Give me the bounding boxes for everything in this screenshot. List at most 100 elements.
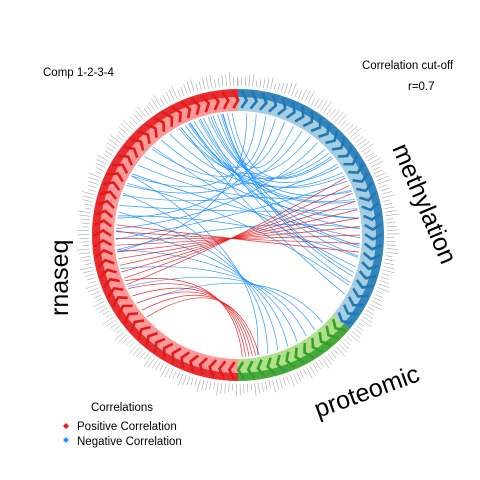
variable-tick (384, 259, 394, 261)
variable-tick (165, 91, 171, 103)
positive-link (126, 177, 346, 285)
chevron-rnaseq (123, 146, 139, 159)
variable-tick (359, 141, 370, 149)
chevron-rnaseq (208, 359, 218, 378)
variable-tick (102, 316, 114, 325)
positive-link (117, 217, 359, 253)
variable-tick (153, 95, 162, 108)
chevron-methylation (363, 242, 383, 251)
variable-tick (220, 383, 223, 395)
variable-tick (88, 172, 101, 178)
variable-tick (354, 328, 362, 335)
variable-tick (80, 266, 93, 270)
chevron-rnaseq (162, 111, 174, 127)
variable-tick (77, 248, 90, 251)
variable-tick (330, 351, 337, 359)
block-label-proteomic: proteomic (310, 360, 423, 424)
variable-tick (286, 375, 289, 383)
variable-tick (151, 360, 158, 369)
variable-tick (307, 90, 315, 104)
variable-tick (255, 80, 258, 88)
positive-link (123, 185, 350, 279)
variable-tick (261, 382, 264, 392)
variable-tick (284, 82, 289, 94)
legend-marker-negative (63, 437, 69, 443)
variable-tick (93, 301, 105, 308)
variable-tick (382, 269, 396, 274)
chevron-rnaseq (117, 154, 134, 166)
variable-tick (151, 98, 159, 110)
variable-tick (104, 154, 111, 159)
variable-tick (83, 199, 93, 203)
variable-tick (381, 273, 389, 276)
variable-tick (82, 270, 94, 274)
variable-tick (229, 72, 231, 87)
chevron-proteomic (256, 359, 266, 378)
legend-marker-positive (63, 423, 69, 429)
variable-tick (385, 255, 393, 257)
variable-tick (137, 106, 147, 118)
variable-tick (96, 163, 106, 168)
negative-link (198, 119, 359, 257)
chevron-rnaseq (94, 209, 114, 219)
variable-tick (87, 277, 96, 281)
chevron-rnaseq (123, 312, 139, 325)
variable-tick (89, 280, 97, 284)
negative-link (117, 118, 276, 219)
variable-tick (289, 374, 295, 387)
negative-link (203, 117, 351, 283)
variable-tick (275, 379, 280, 390)
variable-tick (148, 101, 156, 112)
variable-tick (306, 367, 313, 379)
variable-tick (85, 284, 98, 289)
variable-tick (252, 74, 254, 87)
variable-tick (81, 222, 90, 224)
chevron-methylation (348, 162, 365, 175)
chevron-proteomic (318, 331, 332, 347)
variable-tick (373, 297, 383, 302)
negative-link (184, 124, 345, 188)
chevron-rnaseq (103, 181, 121, 191)
variable-tick (378, 283, 390, 288)
variable-tick (146, 105, 153, 114)
variable-tick (360, 319, 372, 327)
chevron-rnaseq (93, 229, 112, 237)
variable-tick (119, 127, 128, 136)
chevron-methylation (361, 201, 380, 212)
chevron-methylation (325, 130, 339, 145)
variable-tick (386, 248, 398, 250)
variable-tick (79, 214, 91, 217)
chevron-rnaseq (99, 268, 117, 279)
variable-tick (96, 159, 107, 165)
chevron-methylation (358, 270, 377, 280)
variable-tick (373, 169, 383, 175)
variable-tick (386, 225, 397, 227)
negative-link (117, 113, 247, 253)
variable-tick (375, 172, 386, 178)
variable-tick (337, 113, 348, 125)
chevron-methylation (258, 92, 268, 111)
negative-link (118, 211, 279, 351)
variable-tick (78, 252, 91, 255)
variable-tick (342, 122, 351, 130)
variable-tick (217, 77, 220, 88)
chevron-rnaseq (231, 90, 240, 109)
chevron-methylation (352, 172, 370, 183)
chevron-methylation (310, 117, 323, 133)
variable-tick (136, 349, 143, 358)
variable-tick (90, 291, 101, 296)
negative-link (188, 116, 267, 168)
variable-tick (268, 380, 271, 388)
variable-tick (132, 346, 140, 356)
chevron-methylation (362, 212, 382, 222)
variable-tick (205, 76, 209, 89)
variable-tick (171, 86, 178, 99)
variable-tick (280, 82, 285, 93)
chevron-proteomic (246, 360, 256, 379)
variable-tick (368, 307, 375, 311)
chevron-rnaseq (189, 354, 199, 372)
positive-link (116, 231, 360, 244)
variable-tick (129, 342, 135, 348)
variable-tick (312, 363, 319, 373)
